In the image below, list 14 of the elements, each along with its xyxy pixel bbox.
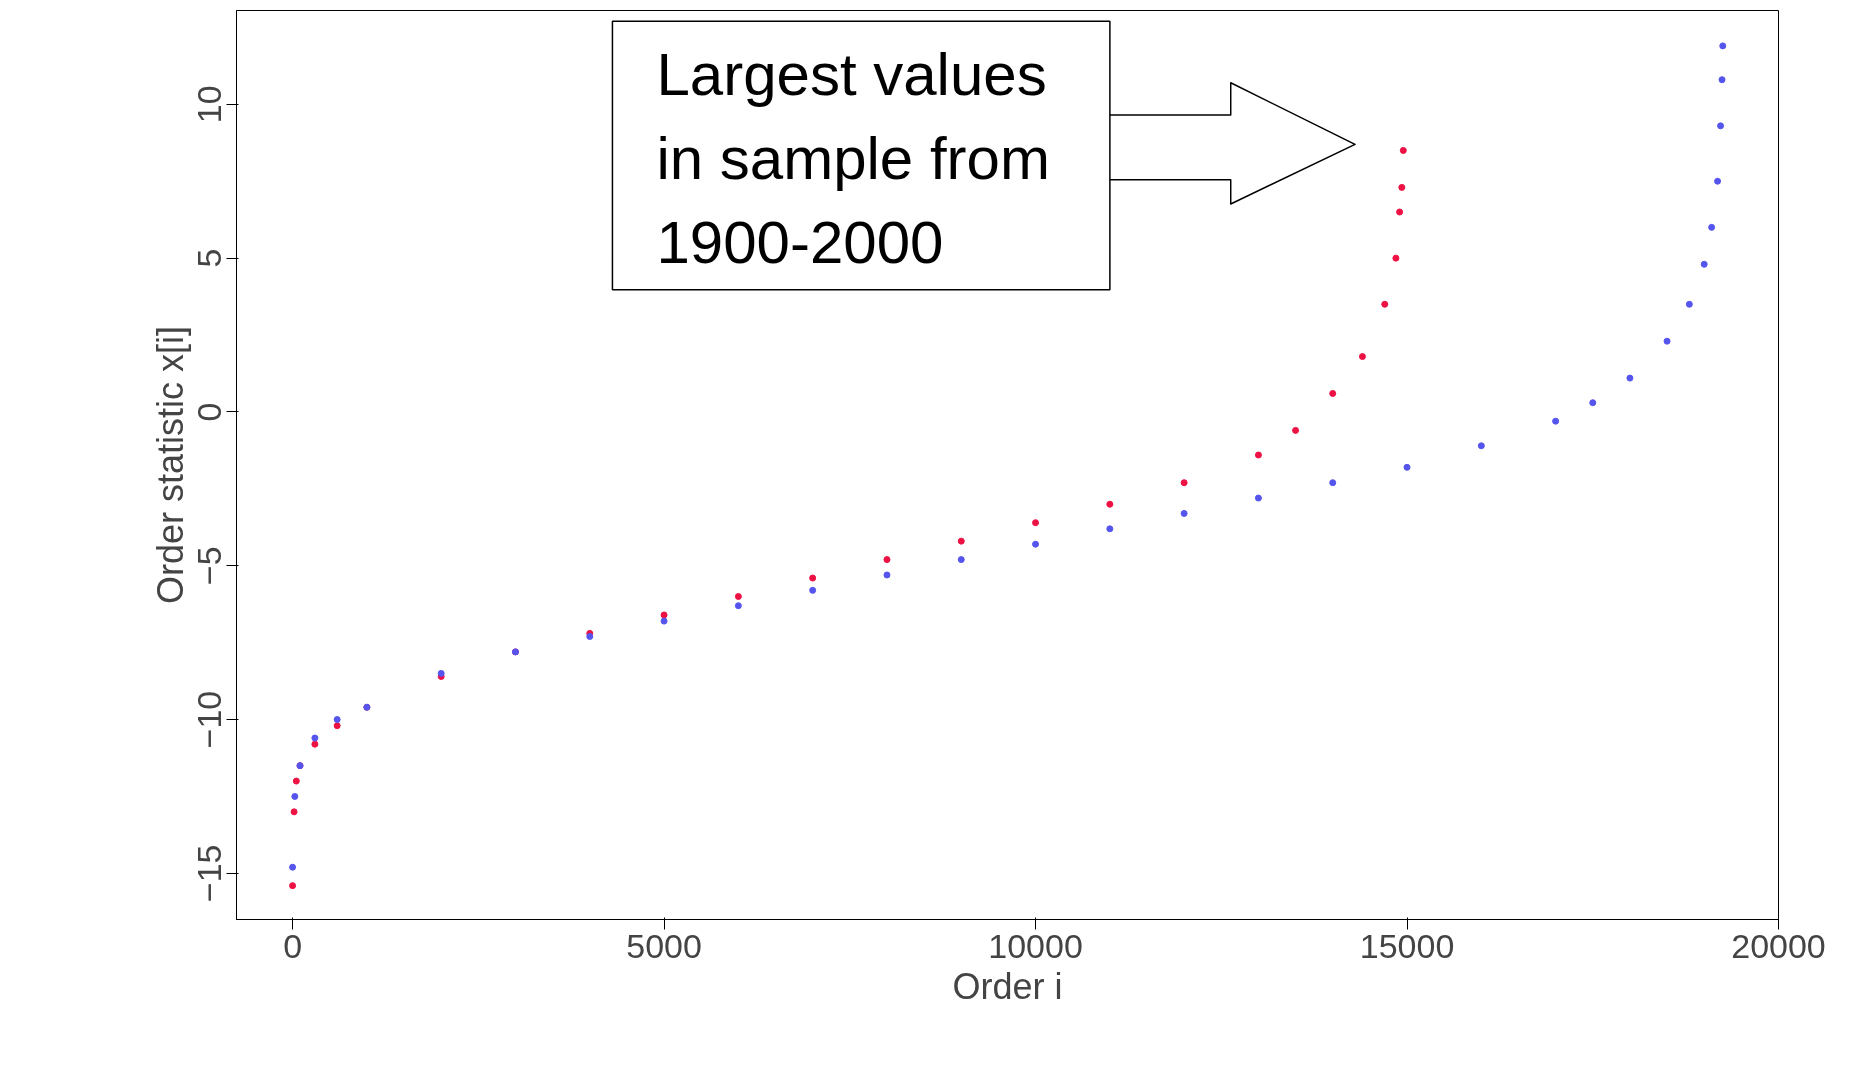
annotation: Largest values in sample from 1900-2000: [656, 41, 1050, 276]
x-tick-label: 15000: [1359, 926, 1455, 965]
x-axis-title: Order i: [952, 965, 1063, 1007]
y-tick-label: −10: [190, 690, 229, 749]
y-tick-label: −15: [190, 844, 229, 903]
y-tick-label: 5: [190, 248, 229, 268]
x-tick-label: 0: [283, 926, 303, 965]
y-tick-label: 10: [190, 85, 229, 124]
x-tick-label: 10000: [988, 926, 1083, 965]
x-tick-label: 5000: [626, 926, 702, 965]
y-axis-title: Order statistic x[i]: [149, 325, 191, 605]
y-tick-label: 0: [190, 402, 229, 422]
x-tick-label: 20000: [1731, 926, 1826, 965]
y-tick-label: −5: [190, 546, 229, 586]
